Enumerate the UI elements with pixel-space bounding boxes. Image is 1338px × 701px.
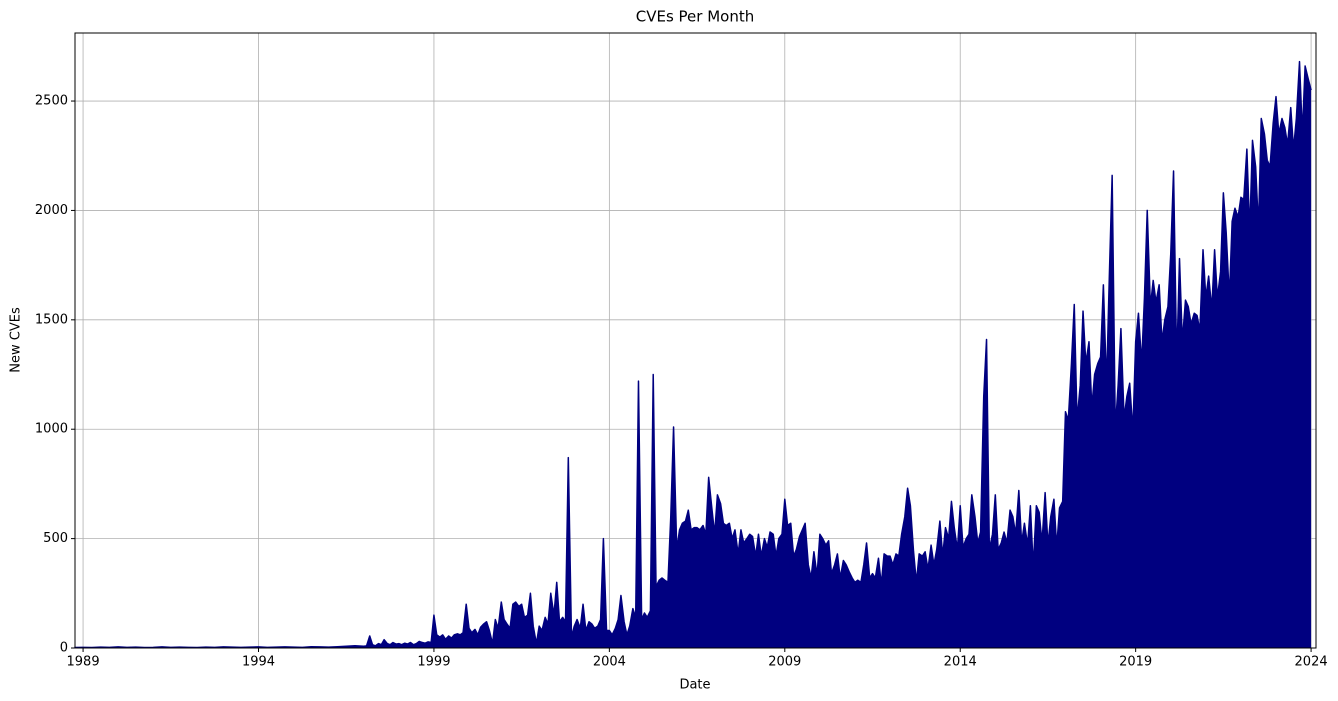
y-tick-label: 1000 (35, 422, 68, 437)
x-tick-label: 1989 (67, 655, 100, 670)
x-tick-label: 2009 (768, 655, 801, 670)
chart-title: CVEs Per Month (636, 8, 754, 26)
y-tick-label: 500 (43, 531, 68, 546)
x-tick-label: 1994 (242, 655, 275, 670)
x-axis-label: Date (679, 678, 710, 693)
area-line (74, 60, 1312, 649)
x-tick-label: 1999 (417, 655, 450, 670)
x-tick-label: 2024 (1295, 655, 1328, 670)
area-fill (74, 61, 1312, 649)
x-tick-label: 2019 (1119, 655, 1152, 670)
y-axis-label: New CVEs (9, 307, 24, 373)
plot-frame (74, 32, 1317, 649)
y-tick-label: 1500 (35, 312, 68, 327)
y-tick-label: 2000 (35, 203, 68, 218)
y-tick-label: 0 (60, 641, 68, 656)
x-tick-label: 2014 (944, 655, 977, 670)
y-tick-label: 2500 (35, 94, 68, 109)
x-tick-label: 2004 (593, 655, 626, 670)
